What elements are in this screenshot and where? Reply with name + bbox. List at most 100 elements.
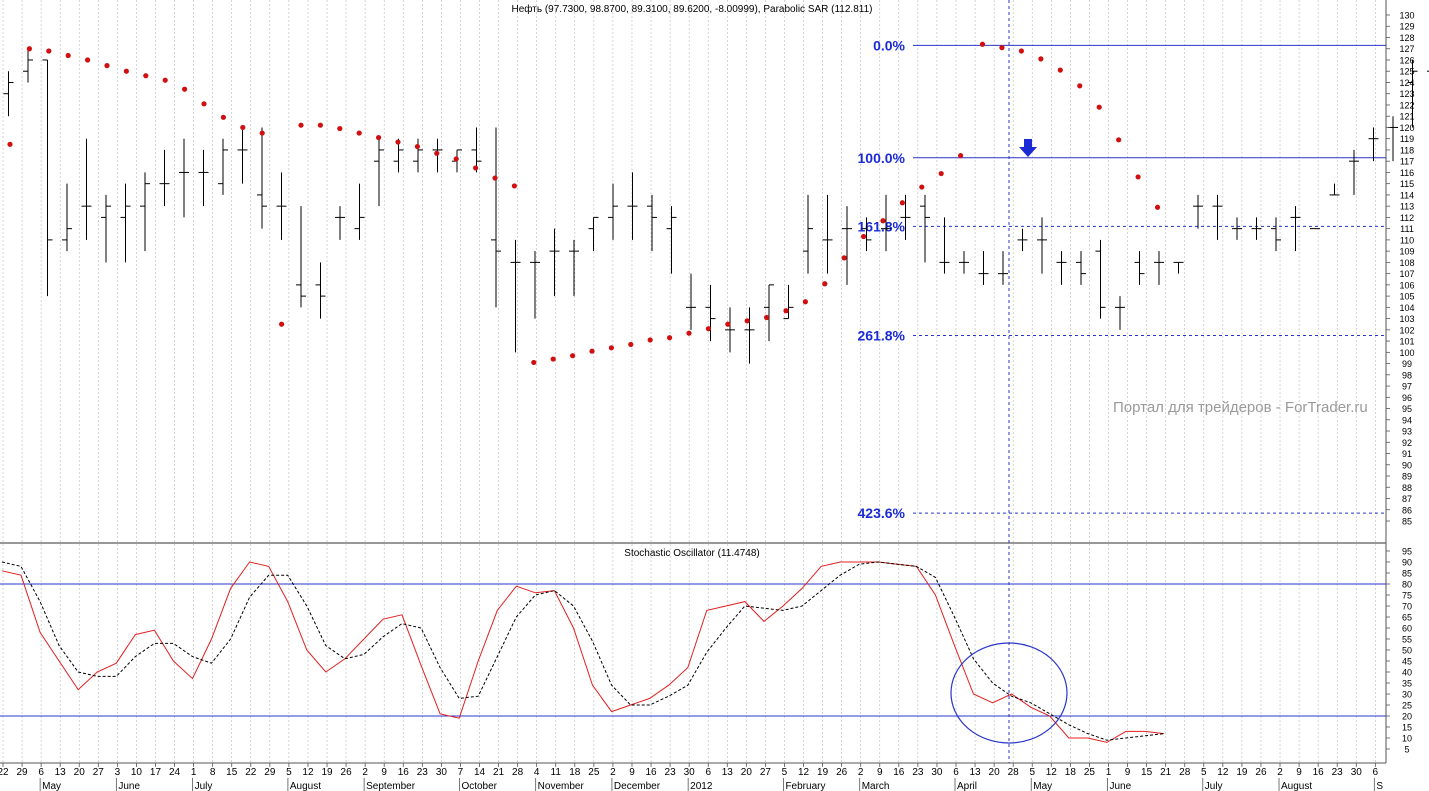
price-bar [705,284,716,342]
sar-dot [958,152,964,159]
price-bar [413,138,423,173]
sar-dot [999,45,1005,51]
sar-dot [317,122,323,128]
sar-dot [434,150,440,156]
sar-dot [764,314,770,321]
x-day-label: 9 [1125,767,1131,778]
x-day-label: 20 [74,767,86,778]
x-month-label: May [42,781,61,791]
x-day-label: 12 [302,767,314,778]
y-tick-label: 129 [1399,22,1414,32]
sar-dot [1018,48,1024,54]
y-tick-label: 90 [1402,460,1412,470]
y-tick-label: 109 [1399,247,1414,257]
y-tick-label: 60 [1402,624,1412,634]
y-tick-label: 120 [1399,123,1414,133]
watermark: Портал для трейдеров - ForTrader.ru [1113,399,1368,416]
x-day-label: 13 [969,767,981,778]
x-axis-ticks: 22 29 6 13 20 27 3 10 17 24 1 8 15 22 29 5 12 19 26 2 9 16 23 3… [0,763,1383,791]
x-day-label: 13 [722,767,734,778]
price-bar [1407,59,1418,128]
price-bar [374,138,384,207]
price-bar [1115,296,1125,330]
sar-dot [1135,174,1141,180]
x-month-label: S [1376,781,1383,791]
sar-dot [182,86,188,92]
sar-dot [1096,104,1102,110]
y-tick-label: 117 [1400,157,1414,167]
x-day-label: 22 [0,767,9,778]
price-bar [1232,217,1242,240]
price-bar [666,206,677,274]
y-tick-label: 106 [1399,280,1414,290]
x-month-label: November [538,781,585,791]
panel-borders [0,0,1387,764]
x-day-label: 16 [1313,767,1325,778]
x-day-label: 30 [931,767,943,778]
y-tick-label: 101 [1399,337,1414,347]
y-tick-label: 121 [1399,112,1414,122]
x-day-label: 2 [362,767,368,778]
x-day-label: 13 [55,767,67,778]
sar-dot [143,73,149,79]
sar-dot [395,139,401,145]
sar-dot [7,141,13,147]
sar-dot [414,143,420,150]
x-day-label: 4 [534,767,540,778]
sar-dot [570,353,576,359]
price-bar [1290,206,1301,252]
x-month-label: June [118,781,140,791]
x-day-label: 25 [1084,767,1096,778]
price-bar [920,194,930,263]
sar-dot [104,63,110,69]
price-bar [1368,127,1379,162]
y-tick-label: 20 [1402,712,1412,722]
x-day-label: 19 [817,767,829,778]
y-tick-label: 5 [1404,745,1409,755]
y-tick-label: 108 [1399,258,1414,268]
price-bar [257,127,267,229]
price-bar [939,217,950,274]
price-bar [510,239,521,353]
y-tick-label: 15 [1402,723,1412,733]
x-day-label: 30 [436,767,448,778]
sar-dot [1116,137,1122,143]
x-day-label: 20 [989,767,1001,778]
x-day-label: 12 [798,767,810,778]
y-tick-label: 89 [1402,472,1412,482]
price-bars [3,48,1429,364]
y-tick-label: 112 [1400,213,1414,223]
sar-dot [667,335,673,341]
x-day-label: 16 [398,767,410,778]
price-bar [62,183,72,252]
y-tick-label: 85 [1402,517,1412,527]
sar-dot [783,308,789,314]
x-day-label: 30 [1351,767,1363,778]
y-tick-label: 119 [1400,134,1414,144]
x-day-label: 3 [115,767,121,778]
vertical-gridlines [2,0,1376,763]
price-bar [725,307,735,353]
price-bar [1037,217,1047,274]
x-day-label: 12 [1046,767,1058,778]
x-day-label: 28 [1008,767,1020,778]
y-tick-label: 70 [1402,602,1412,612]
x-day-label: 22 [245,767,257,778]
price-bar [1076,251,1086,285]
y-tick-label: 91 [1402,449,1412,459]
sar-dot [705,326,712,332]
price-bar [881,194,891,252]
x-day-label: 5 [286,767,292,778]
y-tick-label: 122 [1399,100,1414,110]
price-bar [1251,217,1262,240]
sar-dot [240,124,246,131]
y-tick-label: 86 [1402,505,1412,515]
x-month-label: July [195,781,213,791]
sar-dot [802,299,809,305]
price-bar [959,251,969,274]
sar-dot [65,52,71,59]
x-month-label: June [1109,781,1131,791]
fibonacci-levels: 0.0% 100.0% 161.8% 261.8% 423.6% [858,0,1386,763]
x-day-label: 27 [760,767,772,778]
y-tick-label: 85 [1402,569,1412,579]
